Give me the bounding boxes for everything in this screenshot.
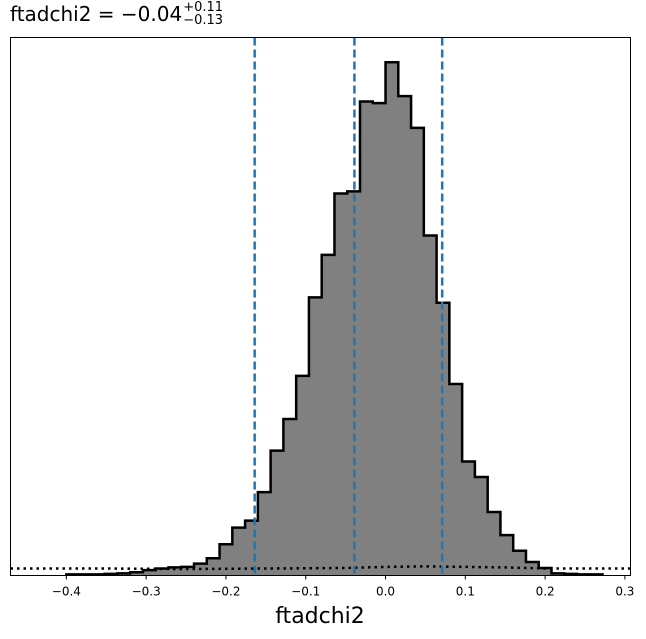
histogram-bar: [270, 450, 284, 576]
histogram-bar: [474, 477, 489, 576]
histogram-bar: [500, 535, 514, 576]
histogram-bar: [130, 572, 144, 576]
x-tick-label: 0.0: [376, 585, 395, 599]
histogram-bar: [168, 567, 182, 576]
reference-lines: [253, 37, 444, 576]
histogram-bar: [219, 544, 233, 576]
chart-title: ftadchi2 = −0.04 +0.11 −0.13: [10, 1, 223, 29]
histogram-bar: [423, 235, 438, 576]
histogram-bar: [359, 101, 374, 576]
histogram-bars: [66, 62, 603, 576]
title-main: ftadchi2 = −0.04: [10, 2, 183, 26]
histogram-bar: [449, 383, 463, 576]
histogram-bar: [155, 568, 169, 576]
histogram-bar: [296, 375, 310, 576]
x-tick-label: −0.2: [211, 585, 240, 599]
x-tick-label: −0.4: [52, 585, 81, 599]
histogram-bar: [513, 550, 527, 576]
x-tick-label: 0.2: [536, 585, 555, 599]
histogram-outline: [65, 60, 604, 576]
title-bounds: +0.11 −0.13: [183, 1, 223, 27]
dotted-density-line: [10, 565, 631, 571]
histogram-bar: [385, 62, 399, 576]
histogram-bar: [232, 527, 246, 576]
x-tick-label: 0.3: [615, 585, 634, 599]
histogram-bar: [538, 567, 552, 576]
histogram-bar: [462, 461, 476, 576]
histogram-bar: [206, 558, 220, 576]
histogram-bar: [321, 254, 335, 576]
histogram-bar: [372, 103, 386, 576]
plot-frame: [10, 37, 631, 576]
x-tick-label: −0.1: [291, 585, 320, 599]
title-lower-bound: −0.13: [183, 12, 224, 28]
x-tick-label: −0.3: [132, 585, 161, 599]
x-tick-label: 0.1: [456, 585, 475, 599]
histogram-bar: [308, 297, 323, 576]
histogram-bar: [142, 570, 157, 576]
x-axis-label: ftadchi2: [275, 604, 365, 629]
histogram-bar: [245, 520, 259, 576]
histogram-bar: [487, 512, 501, 576]
histogram-bar: [257, 492, 272, 576]
histogram-bar: [334, 193, 348, 576]
title-upper-bound: +0.11: [183, 0, 224, 15]
histogram-bar: [411, 127, 425, 576]
histogram-bar: [347, 191, 361, 576]
histogram-bar: [283, 418, 297, 576]
histogram-bar: [398, 96, 412, 576]
histogram-bar: [181, 566, 195, 576]
x-axis-ticks: −0.4 −0.3 −0.2 −0.1 0.0 0.1 0.2 0.3: [52, 575, 634, 599]
